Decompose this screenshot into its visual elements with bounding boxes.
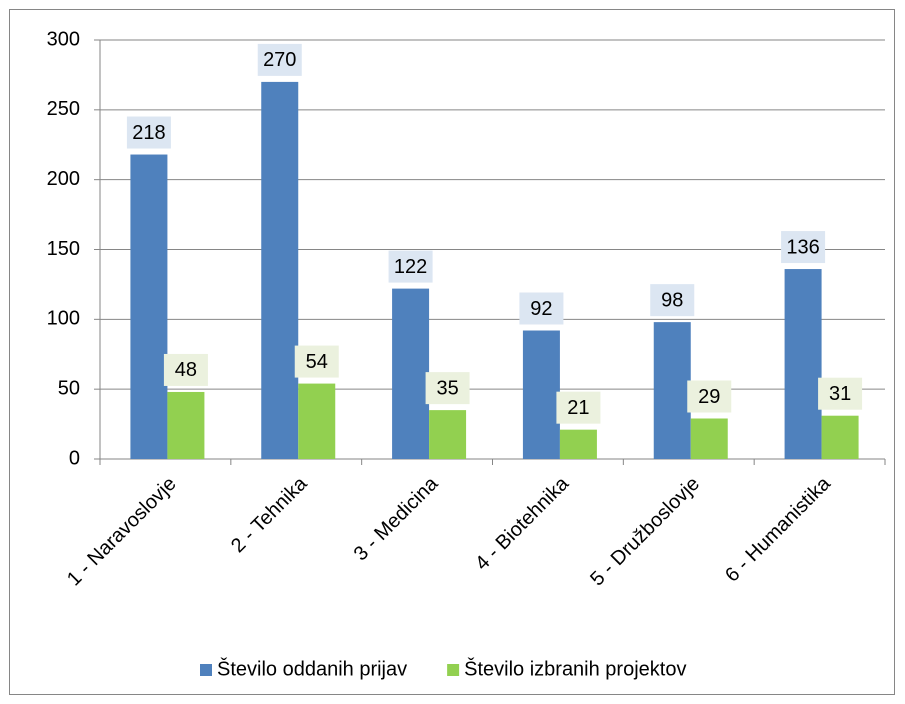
data-label-bg xyxy=(781,231,826,264)
y-tick-label: 150 xyxy=(47,238,80,260)
bar xyxy=(784,269,822,459)
data-label-bg xyxy=(257,43,302,76)
data-label: 31 xyxy=(829,383,851,405)
bar xyxy=(298,383,336,459)
bar xyxy=(653,322,691,459)
data-label: 54 xyxy=(306,351,328,373)
y-tick-label: 100 xyxy=(47,308,80,330)
bar xyxy=(130,154,168,459)
bar xyxy=(392,288,430,459)
legend-label: Število izbranih projektov xyxy=(464,657,686,680)
data-label: 35 xyxy=(436,377,458,399)
data-label-bg xyxy=(294,345,339,378)
y-tick-label: 200 xyxy=(47,168,80,190)
y-tick-label: 50 xyxy=(58,377,80,399)
bar xyxy=(522,330,560,459)
bar xyxy=(559,429,597,459)
data-label-bg xyxy=(519,292,564,325)
data-label: 136 xyxy=(786,236,819,258)
y-tick-label: 0 xyxy=(69,447,80,469)
data-label-bg xyxy=(126,116,171,149)
data-label-bg xyxy=(556,391,601,424)
data-label: 270 xyxy=(263,49,296,71)
bar xyxy=(167,391,205,459)
data-label-bg xyxy=(818,377,863,410)
bar xyxy=(429,410,467,459)
data-label-bg xyxy=(687,380,732,413)
data-label: 122 xyxy=(394,256,427,278)
data-label-bg xyxy=(425,372,470,405)
y-tick-label: 300 xyxy=(47,28,80,50)
data-label-bg xyxy=(163,353,208,386)
data-label: 48 xyxy=(175,359,197,381)
legend-swatch xyxy=(447,664,460,676)
legend-label: Število oddanih prijav xyxy=(217,657,407,680)
data-label-bg xyxy=(388,250,433,283)
data-label: 218 xyxy=(132,122,165,144)
data-label-bg xyxy=(650,284,695,317)
data-label: 21 xyxy=(567,397,589,419)
legend-swatch xyxy=(200,664,212,676)
data-label: 98 xyxy=(661,289,683,311)
y-tick-label: 250 xyxy=(47,98,80,120)
data-label: 92 xyxy=(530,298,552,320)
bar xyxy=(261,81,299,460)
bar xyxy=(821,415,859,459)
data-label: 29 xyxy=(698,386,720,408)
bar xyxy=(690,418,728,459)
